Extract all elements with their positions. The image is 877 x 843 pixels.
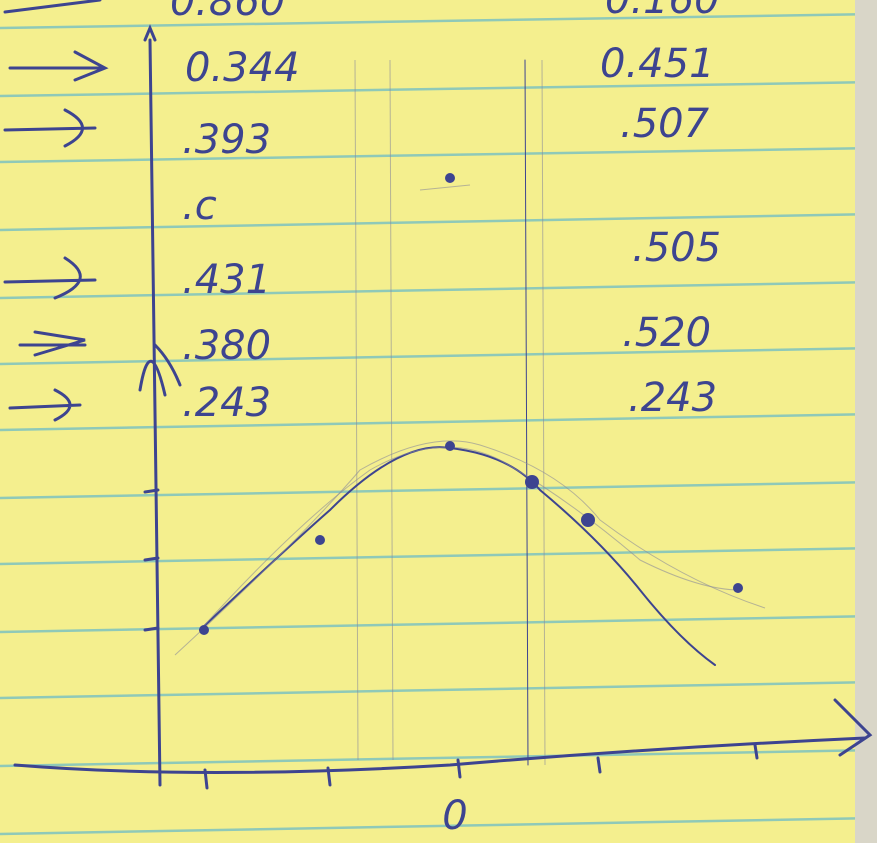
notepad-photo: 0:860 0.344 .393 .c .431 .380 .243 0.160 0.451.… [0, 0, 877, 843]
left-value: .243 [182, 380, 271, 426]
left-value: 0.344 [185, 45, 300, 91]
right-value: 0.451 [600, 41, 715, 87]
left-value: 0:860 [170, 0, 285, 25]
right-value: .507 [620, 101, 710, 147]
right-column: 0.160 0.451 .507 .505 .520 .243 [600, 0, 721, 421]
left-value: .393 [182, 117, 271, 163]
left-value: .c [182, 183, 217, 229]
right-value: 0.160 [605, 0, 720, 23]
axis-label: 0 [442, 793, 467, 839]
left-column: 0:860 0.344 .393 .c .431 .380 .243 [170, 0, 300, 426]
right-value: .505 [632, 225, 721, 271]
left-value: .431 [182, 257, 271, 303]
guide-lines [355, 60, 545, 765]
arrows [5, 0, 105, 420]
ruled-lines [0, 14, 877, 834]
paper-edge [855, 0, 877, 843]
left-value: .380 [182, 323, 271, 369]
page: 0:860 0.344 .393 .c .431 .380 .243 0.160 0.451.… [0, 0, 877, 843]
right-value: .520 [622, 310, 711, 356]
axes [15, 28, 870, 788]
right-value: .243 [628, 375, 717, 421]
